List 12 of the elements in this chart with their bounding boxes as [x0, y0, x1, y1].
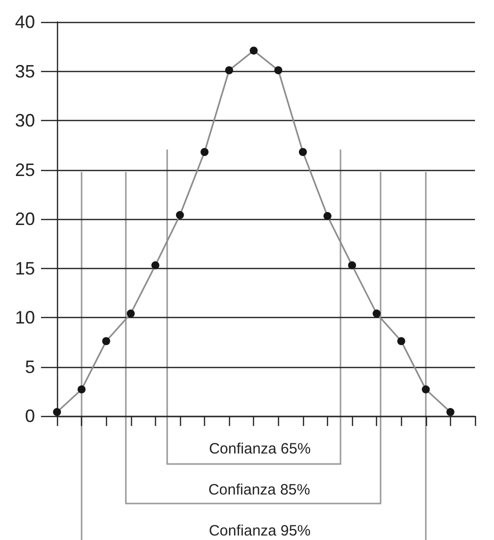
y-tick-label: 20: [14, 209, 35, 229]
y-tick-label: 30: [14, 110, 35, 130]
y-tick-label: 5: [24, 356, 35, 377]
text: Confianza 85%: [208, 482, 310, 498]
y-tick-label: 35: [14, 61, 35, 82]
text: Confianza 95%: [208, 522, 311, 540]
y-tick-label: 15: [14, 258, 35, 278]
y-tick-label: 40: [14, 12, 35, 32]
y-tick-label: 10: [14, 308, 35, 328]
y-tick-label: 25: [14, 160, 35, 180]
y-tick-label: 0: [24, 406, 35, 426]
text: Confianza 65%: [208, 440, 311, 458]
